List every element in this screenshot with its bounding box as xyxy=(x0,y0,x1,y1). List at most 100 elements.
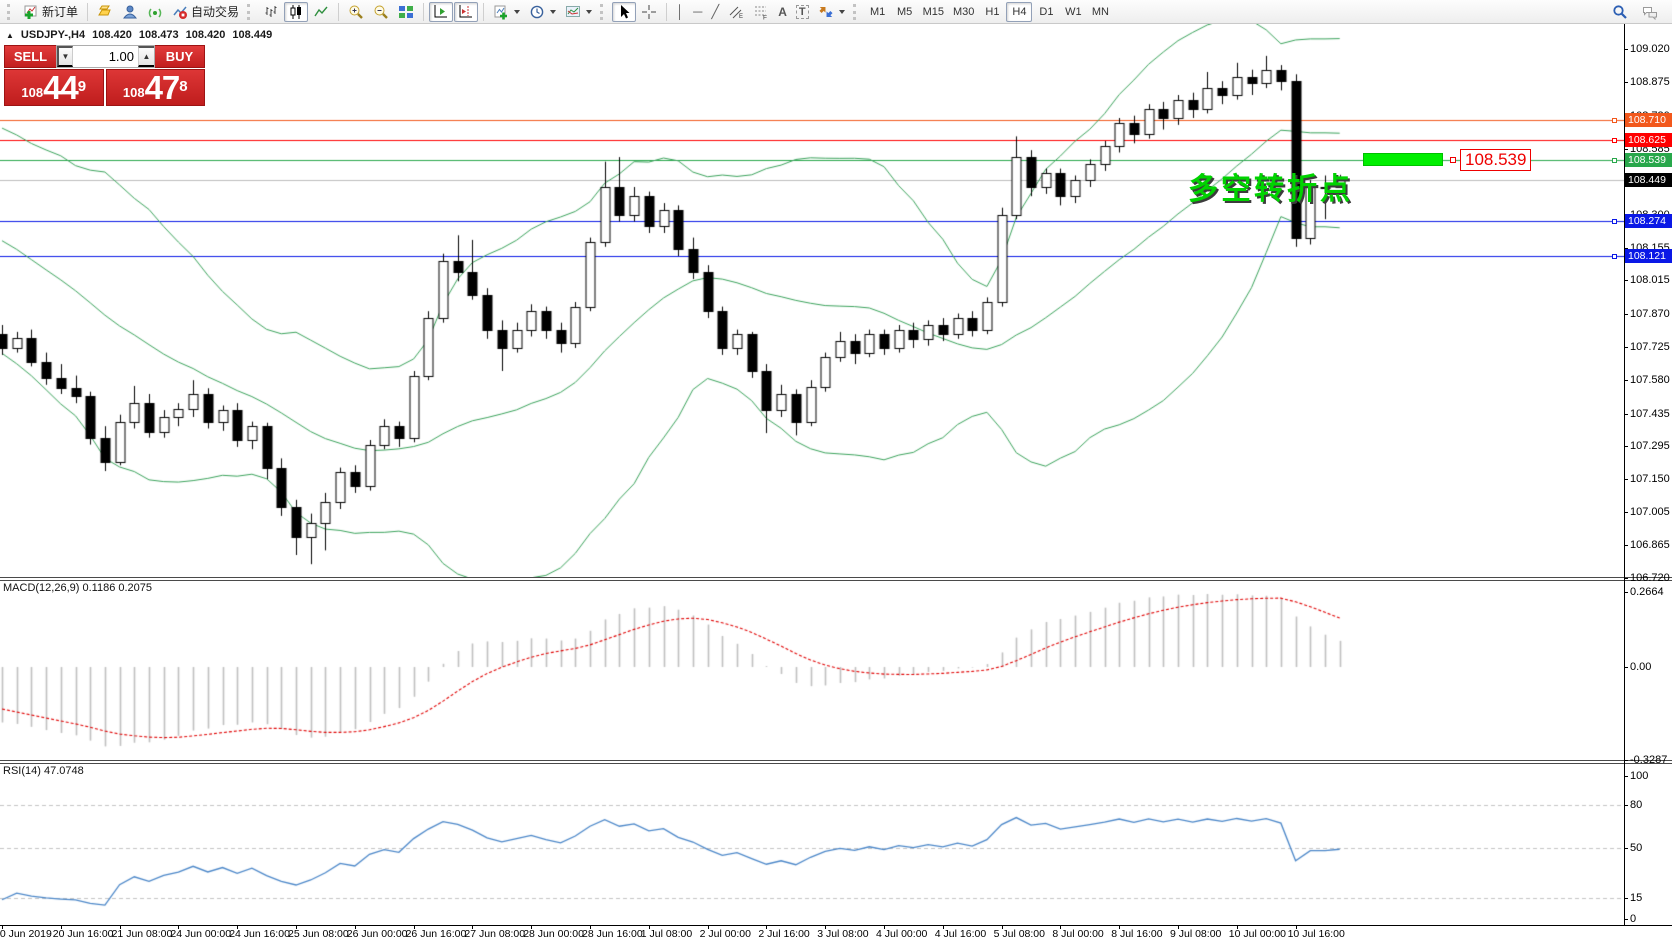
level-line-end-marker xyxy=(1612,137,1617,143)
vertical-line-icon: │ xyxy=(676,3,685,19)
volume-stepper: ▼ ▲ xyxy=(56,45,155,68)
rsi-name: RSI(14) xyxy=(3,765,41,777)
time-axis-label: 26 Jun 00:00 xyxy=(346,928,408,940)
time-axis-tick xyxy=(60,925,62,929)
time-axis-label: 21 Jun 08:00 xyxy=(111,928,173,940)
zoom-out-button[interactable] xyxy=(369,2,393,22)
sell-button[interactable]: SELL xyxy=(4,45,56,68)
toolbar-grip[interactable] xyxy=(7,3,15,20)
time-axis-tick xyxy=(884,925,885,929)
price-annotation-box: 108.539 xyxy=(1460,148,1532,171)
price-tick-label: 109.020 xyxy=(1630,43,1670,55)
buy-price-prefix: 108 xyxy=(122,85,145,100)
candlestick-chart-button[interactable] xyxy=(284,1,309,22)
buy-price-display[interactable]: 108 47 8 xyxy=(105,69,205,106)
price-level-badge: 108.710 xyxy=(1625,113,1672,128)
sell-price-display[interactable]: 108 44 9 xyxy=(4,69,104,106)
timeframe-button-m30[interactable]: M30 xyxy=(949,2,978,22)
timeframe-button-h1[interactable]: H1 xyxy=(979,2,1005,22)
crosshair-icon xyxy=(642,4,657,19)
time-axis-label: 3 Jul 08:00 xyxy=(817,928,869,940)
price-chart-canvas[interactable] xyxy=(0,24,1624,577)
bar-chart-button[interactable] xyxy=(259,2,283,22)
macd-tick-dash xyxy=(1624,667,1628,668)
price-level-badge: 108.625 xyxy=(1625,132,1672,147)
timeframe-button-h4[interactable]: H4 xyxy=(1006,1,1033,22)
periods-button[interactable] xyxy=(525,2,560,22)
text-label-tool-button[interactable]: T xyxy=(792,2,813,22)
timeframe-button-d1[interactable]: D1 xyxy=(1033,2,1059,22)
rsi-tick-label: 50 xyxy=(1630,841,1643,854)
text-tool-button[interactable]: A xyxy=(774,2,791,22)
indicators-icon xyxy=(494,5,508,19)
chart-shift-button[interactable] xyxy=(454,1,479,22)
volume-decrease-button[interactable]: ▼ xyxy=(57,46,73,67)
time-axis-label: 20 Jun 2019 xyxy=(0,928,52,940)
time-axis-tick xyxy=(1295,925,1297,929)
time-axis-tick xyxy=(942,925,944,929)
buy-price-pip: 8 xyxy=(179,78,188,95)
timeframe-button-m15[interactable]: M15 xyxy=(919,2,948,22)
search-button[interactable] xyxy=(1608,2,1632,22)
time-axis-tick xyxy=(825,925,827,929)
line-chart-button[interactable] xyxy=(309,2,333,22)
turning-point-annotation: 多空转折点 xyxy=(1188,173,1353,206)
arrows-tool-button[interactable] xyxy=(814,2,849,22)
broadcast-signal-icon xyxy=(148,8,162,17)
time-axis-tick xyxy=(648,925,650,929)
price-level-badge: 108.539 xyxy=(1625,152,1672,167)
templates-button[interactable] xyxy=(561,2,596,22)
indicators-button[interactable] xyxy=(489,2,524,22)
timeframe-button-m5[interactable]: M5 xyxy=(892,2,918,22)
collapse-panel-arrow[interactable]: ▲ xyxy=(6,31,14,40)
crosshair-tool-button[interactable] xyxy=(637,2,661,22)
volume-input[interactable] xyxy=(73,46,138,67)
vertical-line-tool-button[interactable]: │ xyxy=(672,2,688,22)
auto-scroll-button[interactable] xyxy=(429,1,454,22)
auto-scroll-icon xyxy=(434,4,448,17)
timeframe-button-w1[interactable]: W1 xyxy=(1060,2,1086,22)
rsi-canvas[interactable] xyxy=(0,763,1624,925)
tile-windows-button[interactable] xyxy=(394,2,418,22)
macd-canvas[interactable] xyxy=(0,580,1624,760)
quote-close: 108.449 xyxy=(232,29,273,41)
macd-value: 0.1186 xyxy=(82,582,116,594)
price-tick-label: 107.150 xyxy=(1630,473,1670,486)
community-button[interactable] xyxy=(118,2,142,22)
horizontal-line-icon: ─ xyxy=(693,3,703,19)
time-axis-label: 1 Jul 08:00 xyxy=(640,928,693,940)
price-tick-label: 108.875 xyxy=(1630,76,1670,89)
rsi-value: 47.0748 xyxy=(43,765,84,777)
time-axis-label: 10 Jul 00:00 xyxy=(1228,928,1287,940)
community-person-icon xyxy=(123,5,138,18)
main-toolbar: 新订单 自动交易 xyxy=(0,0,1672,24)
time-axis-label: 26 Jun 16:00 xyxy=(405,928,467,940)
buy-price-main: 47 xyxy=(144,69,181,106)
level-line-end-marker xyxy=(1612,118,1617,124)
volume-increase-button[interactable]: ▲ xyxy=(138,46,154,67)
chart-shift-icon xyxy=(459,4,473,17)
price-tick-dash xyxy=(1624,280,1628,282)
timeframe-button-mn[interactable]: MN xyxy=(1087,2,1113,22)
timeframe-button-m1[interactable]: M1 xyxy=(865,2,891,22)
new-order-button[interactable]: 新订单 xyxy=(19,2,82,22)
zoom-in-button[interactable] xyxy=(344,2,368,22)
macd-tick-dash xyxy=(1624,759,1628,761)
time-axis-tick xyxy=(1001,925,1003,929)
line-chart-icon xyxy=(314,6,328,16)
trendline-tool-button[interactable]: ╱ xyxy=(707,2,723,22)
fibonacci-tool-button[interactable]: F xyxy=(749,2,773,22)
market-depth-button[interactable] xyxy=(93,2,117,22)
rsi-tick-label: 100 xyxy=(1630,770,1649,782)
buy-button[interactable]: BUY xyxy=(155,45,205,68)
chat-button[interactable] xyxy=(1638,2,1662,22)
level-line-end-marker xyxy=(1612,157,1617,163)
signals-button[interactable] xyxy=(143,2,167,22)
svg-text:F: F xyxy=(763,14,767,20)
channel-tool-button[interactable]: E xyxy=(724,2,748,22)
cursor-tool-button[interactable] xyxy=(612,1,637,22)
price-tick-dash xyxy=(1624,346,1628,348)
horizontal-line-tool-button[interactable]: ─ xyxy=(689,2,706,22)
price-level-badge: 108.274 xyxy=(1625,213,1672,228)
auto-trading-button[interactable]: 自动交易 xyxy=(168,2,243,22)
